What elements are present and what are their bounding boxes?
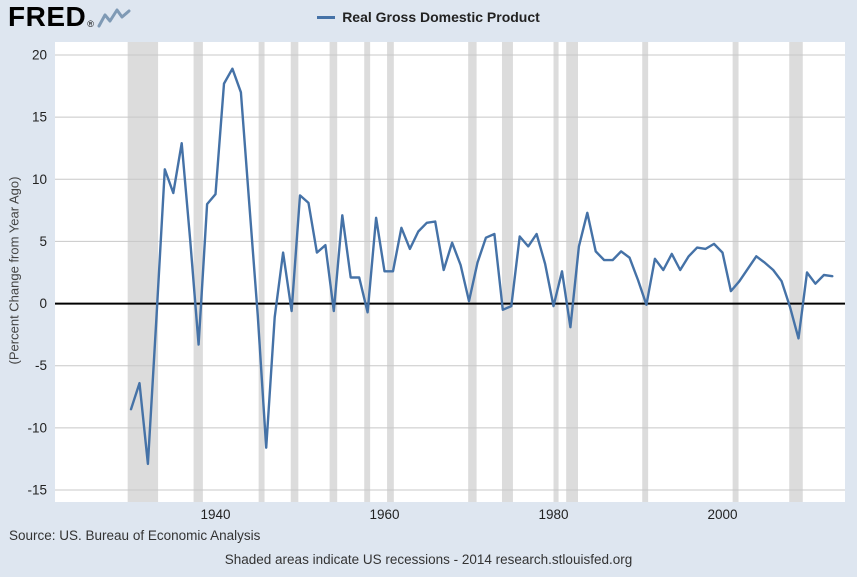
fred-squiggle-icon bbox=[97, 7, 131, 34]
recession-band bbox=[329, 42, 338, 502]
registered-mark: ® bbox=[87, 19, 94, 29]
y-tick-label: -5 bbox=[35, 358, 47, 373]
y-tick-label: 15 bbox=[32, 110, 47, 125]
x-tick-label: 1960 bbox=[369, 507, 399, 522]
recession-band bbox=[566, 42, 579, 502]
recession-band bbox=[127, 42, 159, 502]
source-text: Source: US. Bureau of Economic Analysis bbox=[9, 528, 261, 543]
gdp-series-line bbox=[129, 67, 834, 466]
legend-line-swatch bbox=[317, 15, 336, 19]
y-tick-label: 10 bbox=[32, 172, 47, 187]
recession-band bbox=[364, 42, 371, 502]
y-tick-label: 0 bbox=[39, 296, 47, 311]
y-tick-label: -10 bbox=[27, 420, 47, 435]
recession-band bbox=[501, 42, 513, 502]
recession-band bbox=[258, 42, 265, 502]
fred-logo-text: FRED bbox=[8, 1, 87, 32]
legend-series-label: Real Gross Domestic Product bbox=[342, 9, 540, 25]
x-tick-label: 1980 bbox=[538, 507, 568, 522]
x-tick-label: 2000 bbox=[707, 507, 737, 522]
recession-band bbox=[642, 42, 649, 502]
recession-note-text: Shaded areas indicate US recessions - 20… bbox=[224, 552, 633, 567]
recession-band bbox=[789, 42, 803, 502]
y-tick-label: 5 bbox=[39, 234, 47, 249]
recession-band bbox=[468, 42, 477, 502]
y-tick-label: -15 bbox=[27, 483, 47, 498]
recession-band bbox=[553, 42, 559, 502]
plot-area bbox=[55, 42, 845, 502]
fred-logo: FRED ® bbox=[8, 2, 131, 34]
recession-band bbox=[732, 42, 739, 502]
recession-band bbox=[193, 42, 203, 502]
y-tick-label: 20 bbox=[32, 48, 47, 63]
x-tick-label: 1940 bbox=[201, 507, 231, 522]
y-axis-title: (Percent Change from Year Ago) bbox=[6, 176, 22, 365]
chart-legend: Real Gross Domestic Product bbox=[0, 9, 857, 25]
